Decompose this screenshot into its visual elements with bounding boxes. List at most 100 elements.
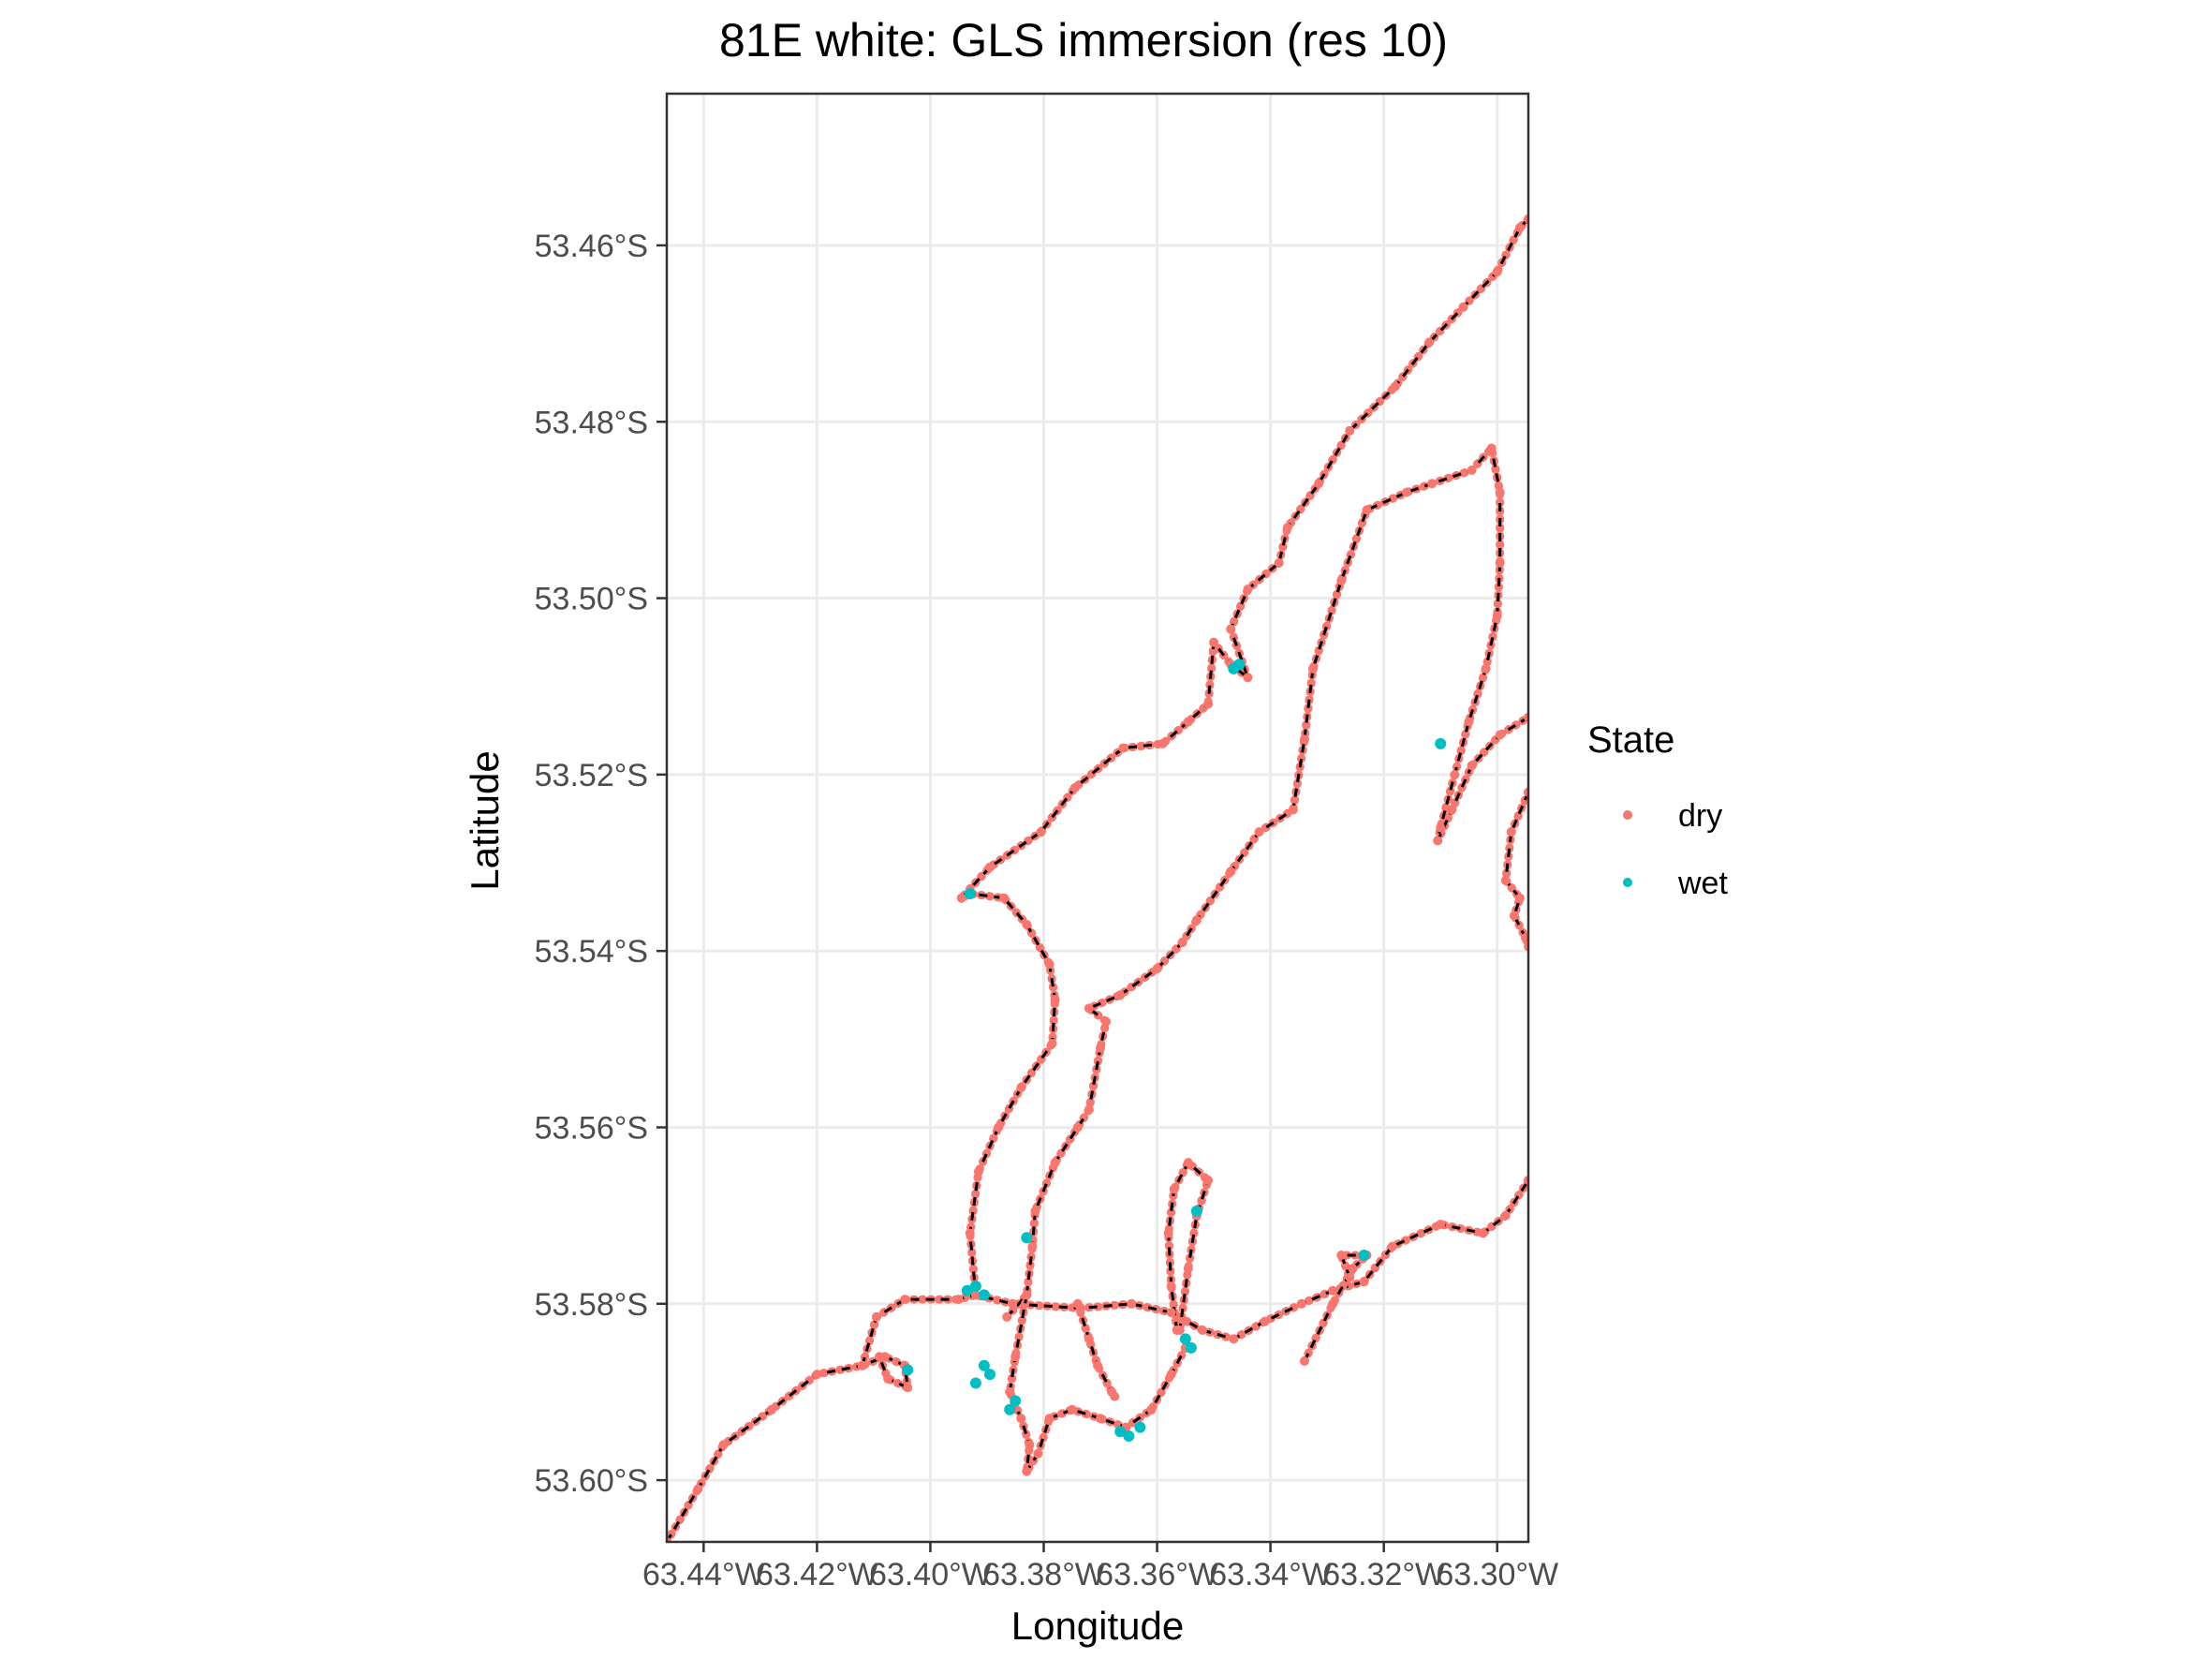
dry-point-0-2 (718, 1440, 729, 1450)
dry-point-2-33 (1447, 805, 1457, 815)
dry-point-0-10 (875, 1352, 884, 1362)
dry-point-4-32 (1514, 223, 1525, 233)
wet-point-18 (964, 888, 976, 899)
dry-point-4-29 (1424, 337, 1435, 348)
dry-point-4-14 (1069, 783, 1080, 792)
dry-point-2-18 (1308, 663, 1318, 674)
dry-point-2-35 (1495, 730, 1505, 740)
dry-point-2-16 (1288, 805, 1298, 815)
dry-point-8-4 (1336, 1251, 1347, 1260)
dry-point-5-12 (1166, 1370, 1176, 1380)
dry-point-4-15 (1118, 743, 1128, 753)
dry-point-7-8 (1174, 1326, 1185, 1335)
dry-point-1-18 (1500, 1210, 1511, 1221)
dry-point-0-3 (767, 1404, 776, 1415)
dry-point-2-20 (1362, 505, 1372, 515)
dry-point-1-17 (1478, 1228, 1488, 1238)
dry-point-2-30 (1450, 769, 1460, 779)
x-tick-label-4: 63.36°W (1096, 1557, 1218, 1592)
dry-point-2-8 (1101, 1016, 1112, 1027)
dry-point-1-8 (1166, 1308, 1176, 1318)
dry-point-5-11 (1146, 1404, 1157, 1415)
dry-point-8-1 (1328, 1298, 1338, 1309)
dry-point-0-4 (812, 1370, 822, 1380)
dry-point-4-18 (1203, 699, 1213, 709)
dry-point-8-0 (1299, 1356, 1309, 1366)
legend-key-dry (1623, 810, 1632, 820)
dry-point-2-22 (1427, 479, 1438, 489)
dry-point-2-11 (1152, 964, 1162, 973)
dry-point-5-1 (1010, 1352, 1021, 1362)
dry-point-1-13 (1328, 1285, 1338, 1296)
wet-point-13 (1185, 1341, 1197, 1354)
y-tick-label-7: 53.60°S (535, 1463, 648, 1499)
x-tick-label-3: 63.38°W (982, 1557, 1105, 1592)
point-layer (667, 214, 1528, 1542)
dry-point-0-1 (693, 1484, 703, 1494)
wet-point-11 (1134, 1421, 1146, 1433)
legend-label-wet: wet (1677, 866, 1728, 901)
dry-point-4-11 (956, 893, 966, 903)
dry-point-4-31 (1492, 267, 1502, 277)
axis-layer: 63.44°W63.42°W63.40°W63.38°W63.36°W63.34… (535, 229, 1558, 1592)
dry-point-1-2 (900, 1295, 910, 1305)
dry-point-2-23 (1467, 466, 1477, 475)
dry-point-5-5 (1022, 1466, 1032, 1476)
wet-point-19 (902, 1364, 914, 1376)
dry-point-2-7 (1096, 1043, 1105, 1053)
dry-point-1-12 (1296, 1298, 1306, 1309)
dry-point-0-8 (903, 1383, 913, 1393)
dry-point-2-5 (1072, 1122, 1083, 1133)
dry-point-2-9 (1084, 1003, 1094, 1014)
legend: State dry wet (1587, 719, 1728, 901)
dry-point-2-17 (1299, 734, 1309, 745)
legend-entry-dry: dry (1623, 798, 1722, 834)
wet-point-20 (1358, 1250, 1370, 1261)
legend-label-dry: dry (1678, 798, 1722, 834)
dry-point-4-19 (1209, 637, 1219, 647)
dry-point-7-4 (1183, 1158, 1193, 1168)
y-tick-label-5: 53.56°S (535, 1110, 648, 1146)
y-tick-label-3: 53.52°S (535, 758, 648, 793)
panel-border (665, 92, 1530, 1544)
dry-point-4-5 (1047, 1039, 1057, 1048)
track-line-4 (960, 217, 1528, 1296)
dry-point-2-15 (1254, 827, 1264, 837)
dry-point-1-9 (1198, 1326, 1207, 1335)
dry-point-7-2 (1163, 1228, 1173, 1238)
chart-title: 81E white: GLS immersion (res 10) (719, 14, 1448, 67)
dry-point-4-28 (1390, 381, 1400, 392)
dry-point-2-0 (1002, 1311, 1012, 1322)
dry-point-7-7 (1183, 1264, 1193, 1274)
dry-point-5-0 (1022, 1290, 1032, 1300)
dry-point-8-5 (1345, 1272, 1355, 1282)
dry-point-2-27 (1492, 611, 1502, 621)
x-tick-label-5: 63.34°W (1209, 1557, 1332, 1592)
dry-point-6-1 (1084, 1334, 1094, 1344)
dry-point-2-10 (1115, 990, 1126, 1000)
dry-point-7-3 (1169, 1184, 1179, 1194)
wet-point-7 (1010, 1395, 1022, 1407)
dry-point-2-32 (1433, 836, 1443, 846)
dry-point-4-4 (1016, 1083, 1026, 1093)
dry-point-8-2 (1348, 1264, 1358, 1274)
dry-point-2-29 (1464, 717, 1474, 727)
dry-point-2-26 (1495, 557, 1505, 568)
dry-point-1-11 (1260, 1316, 1270, 1326)
dry-point-5-3 (1016, 1414, 1026, 1424)
dry-point-1-7 (1127, 1298, 1137, 1309)
legend-title: State (1587, 719, 1674, 761)
dry-point-2-21 (1401, 487, 1411, 497)
dry-point-4-26 (1314, 479, 1324, 489)
dry-point-4-12 (985, 862, 995, 872)
dry-point-1-0 (857, 1360, 867, 1370)
dry-point-5-7 (1044, 1414, 1054, 1424)
dry-point-2-19 (1336, 575, 1347, 585)
dry-point-1-10 (1229, 1334, 1239, 1344)
wet-point-10 (1123, 1430, 1135, 1442)
grid-layer (667, 94, 1528, 1542)
dry-point-4-23 (1243, 585, 1253, 595)
dry-point-3-5 (1521, 933, 1528, 942)
